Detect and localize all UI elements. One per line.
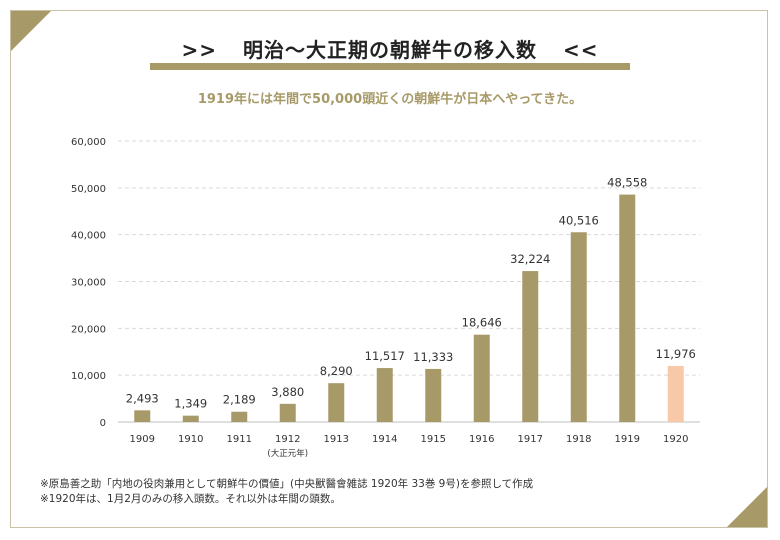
- value-label-1920: 11,976: [656, 347, 696, 361]
- bar-1916: [473, 334, 490, 422]
- bar-1911: [231, 411, 248, 422]
- bar-1918: [570, 232, 587, 422]
- value-label-1914: 11,517: [365, 349, 405, 363]
- y-tick-label: 20,000: [71, 324, 106, 335]
- x-tick-label-1910: 1910: [178, 434, 203, 445]
- title-text: 明治〜大正期の朝鮮牛の移入数: [243, 38, 537, 62]
- footnote-source: ※原島善之助「内地の役肉兼用として朝鮮牛の價値」(中央獸醫會雑誌 1920年 3…: [40, 478, 534, 490]
- title-prefix: >>: [181, 38, 218, 62]
- x-tick-label-1918: 1918: [566, 434, 591, 445]
- value-label-1915: 11,333: [413, 350, 453, 364]
- x-tick-label-1911: 1911: [227, 434, 252, 445]
- bar-1915: [425, 368, 442, 422]
- y-tick-label: 40,000: [71, 231, 106, 242]
- title-suffix: <<: [562, 38, 599, 62]
- bar-1914: [376, 368, 393, 422]
- y-tick-label: 60,000: [71, 137, 106, 148]
- x-annotation-1912: (大正元年): [267, 448, 308, 459]
- x-tick-label-1915: 1915: [421, 434, 446, 445]
- bar-1909: [134, 410, 151, 422]
- x-tick-label-1920: 1920: [663, 434, 688, 445]
- bar-1910: [182, 415, 199, 422]
- y-tick-label: 50,000: [71, 184, 106, 195]
- value-label-1911: 2,189: [223, 393, 256, 407]
- value-label-1919: 48,558: [607, 176, 647, 190]
- footnote-1920-note: ※1920年は、1月2月のみの移入頭数。それ以外は年間の頭数。: [40, 493, 341, 505]
- value-label-1912: 3,880: [271, 385, 304, 399]
- x-tick-label-1917: 1917: [518, 434, 543, 445]
- x-tick-label-1919: 1919: [615, 434, 640, 445]
- x-tick-label-1916: 1916: [469, 434, 494, 445]
- corner-decoration-bottom-right: [727, 487, 767, 527]
- y-tick-label: 10,000: [71, 371, 106, 382]
- bar-1920: [667, 365, 684, 422]
- value-label-1917: 32,224: [510, 252, 550, 266]
- chart-subtitle: 1919年には年間で50,000頭近くの朝鮮牛が日本へやってきた。: [197, 92, 583, 107]
- chart-title: >> 明治〜大正期の朝鮮牛の移入数 <<: [0, 34, 780, 63]
- value-label-1909: 2,493: [126, 391, 159, 405]
- x-tick-label-1912: 1912: [275, 434, 300, 445]
- corner-decoration-top-left: [11, 11, 51, 51]
- outer-frame: [10, 10, 768, 528]
- y-tick-label: 30,000: [71, 278, 106, 289]
- y-tick-label: 0: [100, 418, 106, 429]
- x-tick-label-1914: 1914: [372, 434, 397, 445]
- value-label-1910: 1,349: [174, 397, 207, 411]
- x-tick-label-1913: 1913: [324, 434, 349, 445]
- value-label-1916: 18,646: [462, 316, 502, 330]
- bar-1919: [619, 194, 636, 422]
- bar-1917: [522, 271, 539, 422]
- x-tick-label-1909: 1909: [130, 434, 155, 445]
- value-label-1913: 8,290: [320, 364, 353, 378]
- bar-1912: [279, 403, 296, 422]
- title-underline-bar: [150, 63, 630, 70]
- bar-1913: [328, 383, 345, 422]
- value-label-1918: 40,516: [559, 213, 599, 227]
